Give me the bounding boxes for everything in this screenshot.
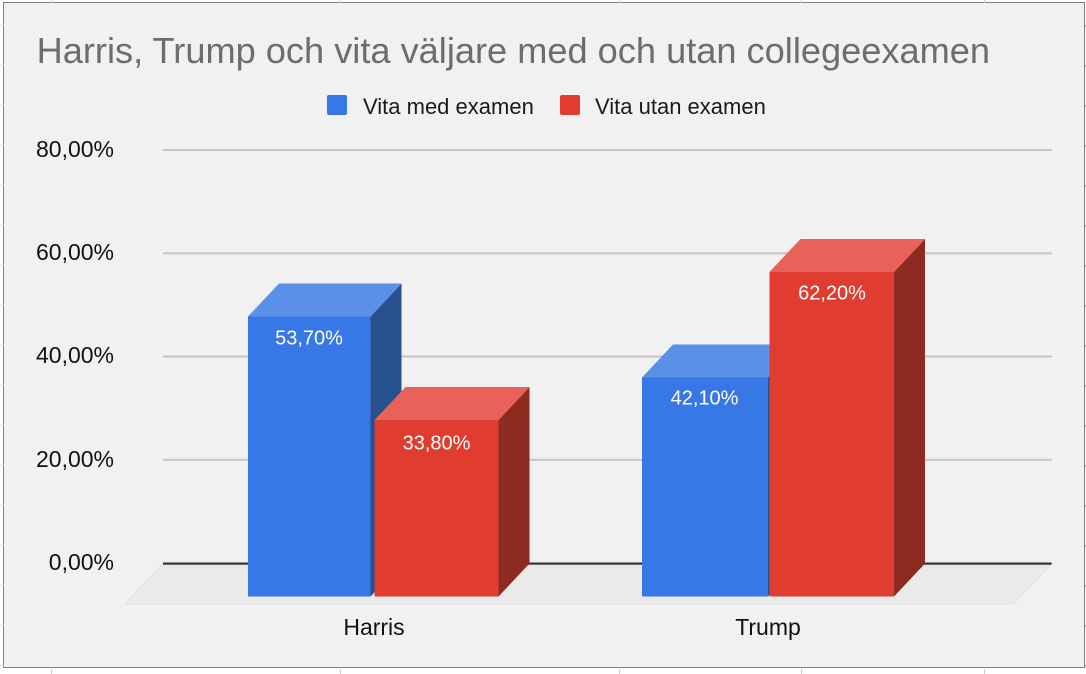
svg-text:33,80%: 33,80% <box>403 433 471 455</box>
svg-text:62,20%: 62,20% <box>798 283 866 305</box>
svg-text:53,70%: 53,70% <box>275 328 343 350</box>
svg-text:42,10%: 42,10% <box>671 388 739 410</box>
